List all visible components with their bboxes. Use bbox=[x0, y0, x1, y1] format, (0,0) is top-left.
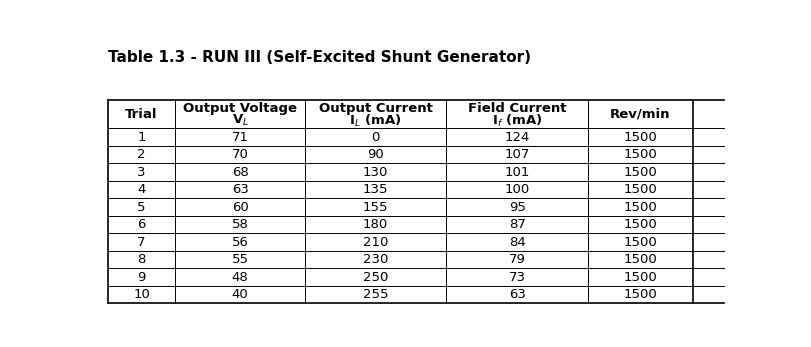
Text: 71: 71 bbox=[232, 131, 249, 144]
Text: 70: 70 bbox=[232, 148, 248, 161]
Text: Field Current: Field Current bbox=[468, 102, 567, 115]
Text: 230: 230 bbox=[363, 253, 388, 266]
Text: 1500: 1500 bbox=[624, 218, 658, 231]
Text: 210: 210 bbox=[363, 236, 388, 249]
Text: 1500: 1500 bbox=[624, 183, 658, 196]
Text: I$_L$ (mA): I$_L$ (mA) bbox=[350, 112, 401, 129]
Text: 155: 155 bbox=[363, 201, 388, 214]
Text: 2: 2 bbox=[137, 148, 146, 161]
Text: 73: 73 bbox=[508, 271, 526, 284]
Text: 87: 87 bbox=[508, 218, 526, 231]
Text: 48: 48 bbox=[232, 271, 248, 284]
Text: 55: 55 bbox=[232, 253, 249, 266]
Text: 10: 10 bbox=[133, 288, 150, 301]
Text: 40: 40 bbox=[232, 288, 248, 301]
Text: 1500: 1500 bbox=[624, 236, 658, 249]
Text: 107: 107 bbox=[504, 148, 530, 161]
Text: 63: 63 bbox=[508, 288, 526, 301]
Text: 79: 79 bbox=[508, 253, 526, 266]
Text: Rev/min: Rev/min bbox=[610, 108, 671, 121]
Text: Table 1.3 - RUN III (Self-Excited Shunt Generator): Table 1.3 - RUN III (Self-Excited Shunt … bbox=[108, 50, 530, 65]
Text: 68: 68 bbox=[232, 166, 248, 179]
Text: 56: 56 bbox=[232, 236, 248, 249]
Text: 1500: 1500 bbox=[624, 253, 658, 266]
Text: Trial: Trial bbox=[125, 108, 158, 121]
Text: 3: 3 bbox=[137, 166, 146, 179]
Text: 1500: 1500 bbox=[624, 148, 658, 161]
Text: 0: 0 bbox=[371, 131, 380, 144]
Text: 1: 1 bbox=[137, 131, 146, 144]
Text: 95: 95 bbox=[508, 201, 526, 214]
Text: Output Voltage: Output Voltage bbox=[183, 102, 297, 115]
Text: 4: 4 bbox=[137, 183, 146, 196]
Text: 1500: 1500 bbox=[624, 166, 658, 179]
Text: 58: 58 bbox=[232, 218, 248, 231]
Text: 101: 101 bbox=[504, 166, 530, 179]
Text: 63: 63 bbox=[232, 183, 248, 196]
Text: 84: 84 bbox=[508, 236, 526, 249]
Text: 124: 124 bbox=[504, 131, 530, 144]
Text: 130: 130 bbox=[363, 166, 388, 179]
Text: 5: 5 bbox=[137, 201, 146, 214]
Text: 255: 255 bbox=[363, 288, 388, 301]
Text: I$_f$ (mA): I$_f$ (mA) bbox=[492, 112, 543, 129]
Text: 8: 8 bbox=[137, 253, 146, 266]
Text: 100: 100 bbox=[504, 183, 530, 196]
Text: 9: 9 bbox=[137, 271, 146, 284]
Text: 250: 250 bbox=[363, 271, 388, 284]
Text: 135: 135 bbox=[363, 183, 388, 196]
Text: 1500: 1500 bbox=[624, 288, 658, 301]
Text: 90: 90 bbox=[367, 148, 384, 161]
Text: 6: 6 bbox=[137, 218, 146, 231]
Text: 7: 7 bbox=[137, 236, 146, 249]
Text: 1500: 1500 bbox=[624, 131, 658, 144]
Text: 180: 180 bbox=[363, 218, 388, 231]
Text: V$_L$: V$_L$ bbox=[232, 113, 249, 128]
Text: Output Current: Output Current bbox=[319, 102, 432, 115]
Text: 1500: 1500 bbox=[624, 271, 658, 284]
Text: 1500: 1500 bbox=[624, 201, 658, 214]
Text: 60: 60 bbox=[232, 201, 248, 214]
